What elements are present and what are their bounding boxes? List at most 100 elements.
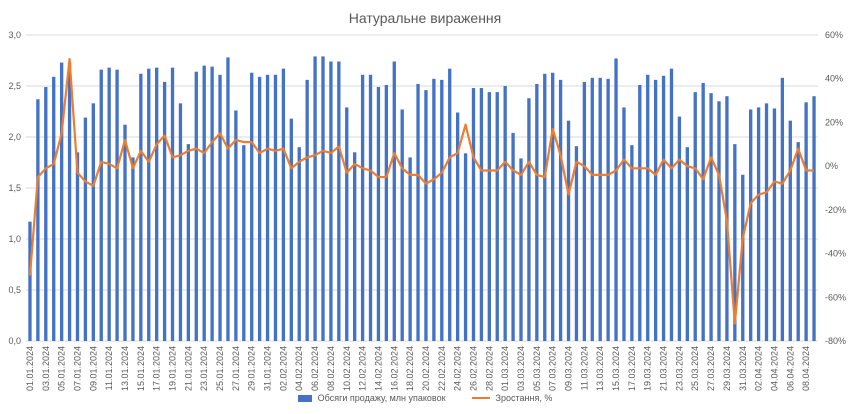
bar <box>598 77 602 341</box>
bar <box>115 69 119 342</box>
bar <box>424 90 428 341</box>
x-tick-label: 15.01.2024 <box>136 346 146 391</box>
bar <box>527 98 531 342</box>
x-tick-label: 03.01.2024 <box>41 346 51 391</box>
bar <box>360 74 365 341</box>
bar <box>653 79 658 341</box>
x-tick-label: 09.03.2024 <box>564 346 574 391</box>
x-tick-label: 23.03.2024 <box>674 346 684 391</box>
bar <box>345 107 349 341</box>
y-left-tick-label: 1,0 <box>8 234 21 244</box>
x-tick-label: 29.03.2024 <box>722 346 732 391</box>
x-tick-label: 08.02.2024 <box>326 346 336 391</box>
legend-swatch-line <box>471 397 490 399</box>
bar <box>638 84 642 341</box>
chart-legend: Обсяги продажу, млн упаковок Зростання, … <box>0 393 850 403</box>
y-right-tick-label: -60% <box>825 292 846 302</box>
y-left-tick-label: 2,5 <box>8 81 21 91</box>
bar <box>796 142 800 341</box>
bar <box>337 61 341 342</box>
bar <box>479 88 484 341</box>
legend-label-bars: Обсяги продажу, млн упаковок <box>317 393 446 403</box>
x-tick-label: 15.03.2024 <box>611 346 621 391</box>
y-right-tick-label: 0% <box>825 161 838 171</box>
bar <box>416 83 420 342</box>
legend-label-line: Зростання, % <box>495 393 553 403</box>
bar <box>155 67 159 341</box>
x-tick-label: 07.01.2024 <box>72 346 82 391</box>
x-tick-label: 21.01.2024 <box>183 346 193 391</box>
bar <box>289 118 293 341</box>
bar <box>147 68 151 341</box>
x-tick-label: 18.02.2024 <box>405 346 415 391</box>
bar <box>606 78 610 342</box>
x-tick-label: 05.03.2024 <box>532 346 542 391</box>
bar <box>28 221 32 341</box>
bar <box>495 92 499 342</box>
bar <box>756 107 761 341</box>
bar <box>733 144 737 341</box>
x-tick-label: 06.02.2024 <box>310 346 320 391</box>
x-tick-label: 10.02.2024 <box>342 346 352 391</box>
x-tick-label: 12.02.2024 <box>358 346 368 391</box>
x-tick-label: 01.01.2024 <box>25 346 35 391</box>
bar <box>503 86 507 341</box>
bar <box>669 68 674 341</box>
x-tick-label: 31.01.2024 <box>263 346 273 391</box>
bar <box>368 74 373 341</box>
bar <box>574 146 579 341</box>
bar <box>471 88 476 341</box>
bar <box>741 174 745 341</box>
x-tick-label: 25.03.2024 <box>690 346 700 391</box>
bar <box>194 71 198 341</box>
x-tick-label: 21.03.2024 <box>659 346 669 391</box>
bar <box>139 73 143 341</box>
bar <box>392 61 396 342</box>
bar <box>408 157 412 341</box>
x-tick-label: 19.03.2024 <box>643 346 653 391</box>
y-right-tick-label: 40% <box>825 74 843 84</box>
bar <box>257 76 262 341</box>
bar <box>772 108 777 341</box>
x-tick-label: 02.02.2024 <box>278 346 288 391</box>
bar <box>234 110 238 341</box>
bar <box>242 145 246 341</box>
bar <box>551 72 555 342</box>
bar <box>812 96 816 341</box>
growth-line <box>28 57 815 325</box>
x-tick-label: 24.02.2024 <box>453 346 463 391</box>
bar <box>376 87 381 342</box>
bar <box>693 92 697 342</box>
x-tick-label: 02.04.2024 <box>754 346 764 391</box>
bar <box>749 109 753 342</box>
bar <box>677 116 682 341</box>
x-tick-label: 16.02.2024 <box>389 346 399 391</box>
bar <box>273 74 278 341</box>
bar <box>384 84 389 341</box>
x-tick-label: 25.01.2024 <box>215 346 225 391</box>
bar <box>582 81 587 342</box>
y-right-tick-label: 60% <box>825 30 843 40</box>
bar <box>448 68 452 341</box>
x-tick-label: 11.03.2024 <box>579 346 589 390</box>
y-right-tick-label: -20% <box>825 205 846 215</box>
bar <box>59 62 64 341</box>
bar <box>123 124 127 341</box>
bar <box>218 74 222 341</box>
bar <box>52 76 56 341</box>
x-tick-label: 13.01.2024 <box>120 346 130 391</box>
x-tick-label: 19.01.2024 <box>168 346 178 391</box>
x-tick-label: 09.01.2024 <box>88 346 98 391</box>
bar <box>400 109 404 342</box>
x-tick-label: 17.01.2024 <box>152 346 162 391</box>
bar <box>646 74 650 341</box>
bar <box>265 74 270 341</box>
bar <box>566 120 571 342</box>
bar <box>440 79 444 341</box>
x-tick-label: 27.01.2024 <box>231 346 241 391</box>
x-tick-label: 22.02.2024 <box>437 346 447 391</box>
bar <box>558 79 563 341</box>
bar <box>329 61 333 342</box>
x-tick-label: 29.01.2024 <box>247 346 257 391</box>
